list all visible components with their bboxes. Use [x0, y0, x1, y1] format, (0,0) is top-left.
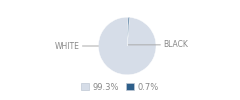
Text: BLACK: BLACK	[128, 40, 188, 49]
Wedge shape	[98, 17, 156, 75]
Wedge shape	[127, 17, 129, 46]
Legend: 99.3%, 0.7%: 99.3%, 0.7%	[78, 79, 162, 95]
Text: WHITE: WHITE	[55, 42, 98, 50]
